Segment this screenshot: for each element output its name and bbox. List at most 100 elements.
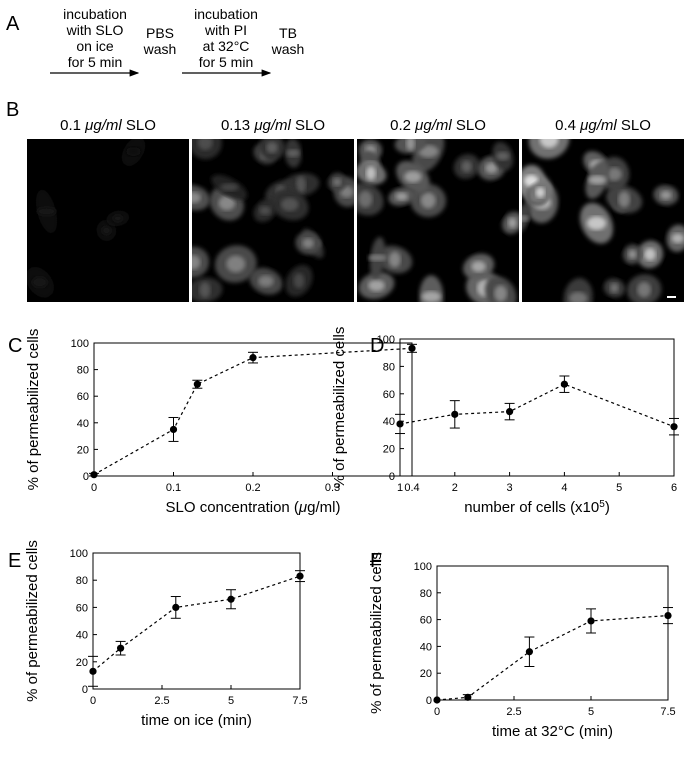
- cell-nucleus: [461, 160, 472, 173]
- cell-nucleus: [280, 197, 299, 212]
- cell-nucleus: [192, 255, 201, 270]
- plot-frame: [436, 565, 669, 701]
- data-point: [664, 611, 672, 620]
- cell-nucleus: [293, 273, 305, 289]
- step3-line-1: incubation: [194, 6, 258, 22]
- cell-nucleus: [368, 254, 388, 262]
- cell-field-4: [522, 139, 684, 302]
- micrograph-title-3: 0.2 μg/ml SLO: [390, 117, 486, 134]
- cell-nucleus: [539, 139, 559, 149]
- y-tick-label: 20: [77, 444, 89, 456]
- cell-nucleus: [358, 190, 373, 208]
- cell-nucleus: [606, 167, 622, 181]
- cell-nucleus: [637, 281, 652, 298]
- y-tick-label: 60: [420, 615, 432, 627]
- step4-line-1: TB: [279, 25, 297, 41]
- y-tick-label: 80: [76, 575, 88, 587]
- panel-label-f: F: [370, 550, 382, 572]
- cell-nucleus: [395, 192, 408, 201]
- chart-f: 0 20 40 60 80 100 0 2.5 5 7.5 time at 32°C (min) % …: [368, 552, 676, 740]
- cell-nucleus: [569, 291, 588, 302]
- x-tick-label: 6: [671, 482, 677, 494]
- protocol-step-2: PBS wash: [143, 25, 177, 57]
- cell-nucleus: [420, 192, 436, 209]
- y-tick-label: 80: [77, 365, 89, 377]
- cell-nucleus: [610, 283, 619, 293]
- cell-nucleus: [535, 187, 545, 198]
- cell-nucleus: [388, 251, 401, 268]
- x-axis-label: time at 32°C (min): [492, 723, 613, 740]
- y-axis-label: % of permeabilized cells: [25, 329, 42, 491]
- data-point: [396, 420, 404, 428]
- x-tick-label: 7.5: [660, 706, 675, 718]
- data-point: [560, 380, 569, 388]
- data-point: [90, 471, 98, 479]
- y-tick-label: 20: [76, 657, 88, 669]
- cell-nucleus: [522, 215, 529, 222]
- data-point: [296, 572, 304, 580]
- y-tick-label: 20: [383, 444, 395, 456]
- step1-line-1: incubation: [63, 6, 127, 22]
- step1-line-3: on ice: [76, 38, 114, 54]
- data-point: [117, 644, 125, 652]
- y-tick-label: 100: [377, 334, 395, 346]
- cell-nucleus: [101, 225, 112, 235]
- y-tick-label: 40: [383, 416, 395, 428]
- cell-nucleus: [406, 139, 415, 151]
- cell-nucleus: [586, 216, 607, 230]
- micrograph-title-1: 0.1 μg/ml SLO: [60, 117, 156, 134]
- x-tick-label: 0: [90, 695, 96, 707]
- x-tick-label: 0: [434, 706, 440, 718]
- y-tick-label: 60: [383, 389, 395, 401]
- cell-nucleus: [644, 248, 656, 261]
- step2-line-1: PBS: [146, 25, 174, 41]
- series-line: [93, 347, 413, 476]
- cell-nucleus: [31, 276, 48, 288]
- cell-field-3: [357, 139, 519, 302]
- cell-nucleus: [404, 170, 422, 183]
- cell-nucleus: [126, 147, 141, 156]
- y-tick-label: 40: [420, 641, 432, 653]
- series-line: [399, 383, 675, 428]
- cell-nucleus: [258, 275, 274, 287]
- cell-nucleus: [302, 238, 314, 249]
- cell-nucleus: [421, 291, 441, 302]
- protocol-step-4: TB wash: [271, 25, 305, 57]
- cell-nucleus: [339, 186, 354, 198]
- data-point: [464, 693, 472, 701]
- y-tick-label: 40: [76, 630, 88, 642]
- cell-nucleus: [671, 233, 684, 244]
- y-tick-label: 60: [76, 602, 88, 614]
- data-point: [169, 425, 178, 434]
- panel-label-e: E: [8, 550, 21, 572]
- y-tick-label: 0: [83, 471, 89, 483]
- cell-nucleus: [508, 217, 517, 229]
- x-tick-label: 1: [397, 482, 403, 494]
- step3-line-4: for 5 min: [199, 54, 253, 70]
- cell-nucleus: [218, 196, 236, 211]
- cell-nucleus: [199, 282, 211, 298]
- cell-nucleus: [197, 139, 213, 151]
- x-axis-label: SLO concentration (μg/ml): [166, 499, 341, 516]
- cell-nucleus: [628, 249, 637, 259]
- cell-nucleus: [36, 207, 57, 216]
- x-tick-label: 0.3: [325, 482, 340, 494]
- y-tick-label: 80: [420, 588, 432, 600]
- cell-field-2: [192, 139, 354, 302]
- y-tick-label: 40: [77, 418, 89, 430]
- x-tick-label: 4: [561, 482, 567, 494]
- protocol-step-3: incubation with PI at 32°C for 5 min: [194, 6, 258, 70]
- x-tick-label: 5: [616, 482, 622, 494]
- cell-nucleus: [485, 162, 498, 174]
- cell-nucleus: [588, 175, 607, 185]
- panel-label-a: A: [6, 13, 20, 35]
- x-tick-label: 0.2: [245, 482, 260, 494]
- y-axis-label: % of permeabilized cells: [331, 327, 348, 489]
- x-tick-label: 5: [228, 695, 234, 707]
- series-line: [92, 575, 301, 672]
- data-point: [193, 380, 201, 388]
- cell-nucleus: [259, 206, 271, 216]
- x-axis-label: time on ice (min): [141, 712, 252, 729]
- step3-line-3: at 32°C: [203, 38, 250, 54]
